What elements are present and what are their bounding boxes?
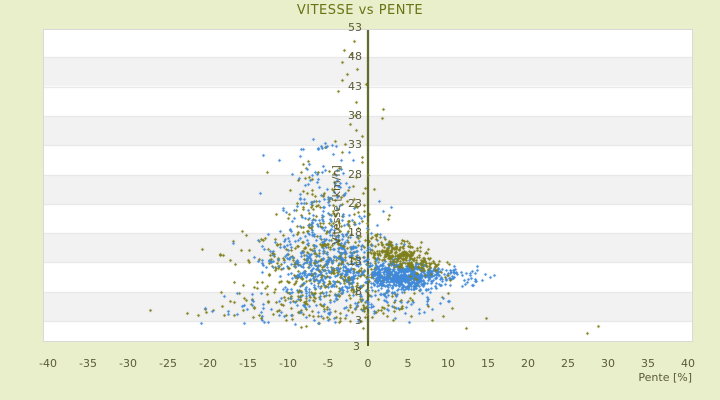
x-tick-label: -40: [39, 357, 57, 370]
y-tick-label: 3: [355, 314, 362, 327]
x-axis-title: Pente [%]: [638, 371, 692, 384]
y-tick-label: 48: [348, 50, 362, 63]
x-tick-label: 35: [641, 357, 655, 370]
y-tick-label: 38: [348, 109, 362, 122]
x-tick-label: 5: [404, 357, 412, 370]
x-tick-label: 25: [561, 357, 575, 370]
x-tick-label: 15: [481, 357, 495, 370]
y-axis-title: Vitesse [km/h]: [330, 165, 343, 245]
y-tick-label: 23: [348, 197, 362, 210]
x-zero-tick: [367, 341, 369, 346]
x-tick-label: -15: [239, 357, 257, 370]
x-tick-label: -25: [159, 357, 177, 370]
scatter-canvas: [44, 30, 692, 341]
y-tick-label: 33: [348, 138, 362, 151]
x-tick-label: -5: [322, 357, 334, 370]
y-axis-bottom-label: 3: [353, 340, 360, 353]
y-tick-label: 43: [348, 80, 362, 93]
x-tick-label: 10: [441, 357, 455, 370]
y-tick-label: 13: [348, 255, 362, 268]
x-tick-label: 0: [364, 357, 372, 370]
x-tick-label: 30: [601, 357, 615, 370]
y-tick-label: 8: [355, 285, 362, 298]
x-tick-label: -30: [119, 357, 137, 370]
x-tick-label: 40: [681, 357, 695, 370]
x-tick-label: -20: [199, 357, 217, 370]
plot-area: 53 48 43 38 33 28 23 18 13 8 3: [44, 21, 692, 341]
y-tick-label: 53: [348, 21, 362, 34]
x-tick-label: -10: [279, 357, 297, 370]
x-tick-label: 20: [521, 357, 535, 370]
x-tick-label: -35: [79, 357, 97, 370]
chart-title: VITESSE vs PENTE: [296, 3, 424, 18]
y-tick-label: 18: [348, 226, 362, 239]
y-tick-label: 28: [348, 168, 362, 181]
